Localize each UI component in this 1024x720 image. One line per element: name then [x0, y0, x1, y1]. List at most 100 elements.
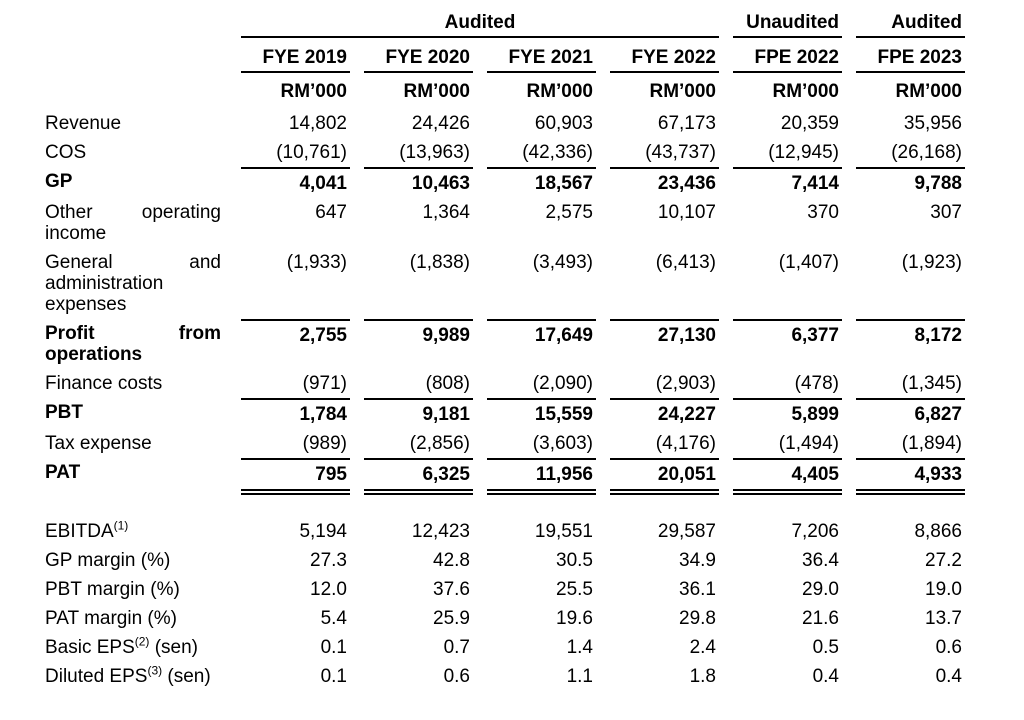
unit-label: RM’000: [526, 81, 593, 102]
unit-row: RM’000 RM’000 RM’000 RM’000 RM’000 RM’00…: [45, 73, 965, 109]
value-cell-fpe-2022: 20,359: [780, 113, 839, 134]
value-cell-fye-2019: 0.1: [320, 666, 347, 687]
row-label: Profit from operations: [45, 319, 227, 369]
column-header-fpe-2023: FPE 2023: [856, 38, 965, 73]
value-cell-fpe-2022: 29.0: [802, 579, 839, 600]
value-cell-fye-2019: 647: [315, 202, 347, 223]
row-label-text: EBITDA: [45, 521, 114, 542]
statement-row-profit-from-operations: Profit from operations 2,755 9,989 17,649 27…: [45, 319, 965, 369]
row-label: PAT margin (%): [45, 604, 227, 633]
value-cell-fpe-2023: 4,933: [856, 458, 965, 495]
value-cell-fpe-2023: 9,788: [856, 167, 965, 198]
value-cell-fpe-2022: 7,206: [791, 521, 839, 542]
value-cell-fye-2019: 5.4: [320, 608, 347, 629]
row-label: PBT: [45, 398, 227, 429]
row-label-text: Basic EPS: [45, 637, 135, 658]
value-cell-fye-2019: 1,784: [241, 398, 350, 429]
value-cell-fpe-2022: 6,377: [733, 319, 842, 369]
column-header-fpe-2022: FPE 2022: [733, 38, 842, 73]
value-cell-fye-2021: 19,551: [534, 521, 593, 542]
value-cell-fye-2022: 67,173: [657, 113, 716, 134]
value-cell-fye-2019: 795: [241, 458, 350, 495]
value-cell-fye-2019: (1,933): [286, 252, 347, 273]
value-cell-fye-2020: 24,426: [411, 113, 470, 134]
value-cell-fye-2022: (6,413): [655, 252, 716, 273]
value-cell-fpe-2023: 8,866: [914, 521, 962, 542]
value-cell-fpe-2023: 19.0: [925, 579, 962, 600]
audit-group-audited-fpe2023: Audited: [856, 12, 965, 38]
corner-cell: [45, 38, 227, 73]
value-cell-fye-2022: 1.8: [689, 666, 716, 687]
unit-label: RM’000: [649, 81, 716, 102]
row-label-text: Tax expense: [45, 433, 152, 454]
column-header-fye-2022: FYE 2022: [610, 38, 719, 73]
value-cell-fye-2020: (13,963): [399, 142, 470, 163]
value-cell-fpe-2023: 6,827: [856, 398, 965, 429]
value-cell-fpe-2023: 0.6: [935, 637, 962, 658]
row-label-text: PBT margin (%): [45, 579, 180, 600]
value-cell-fye-2021: 17,649: [487, 319, 596, 369]
value-cell-fye-2020: 0.6: [443, 666, 470, 687]
unit-label: RM’000: [895, 81, 962, 102]
footnote-ref: (3): [147, 663, 163, 678]
value-cell-fye-2020: 6,325: [364, 458, 473, 495]
value-cell-fpe-2023: (1,894): [901, 433, 962, 454]
metric-row-ebitda: EBITDA(1) 5,194 12,423 19,551 29,587 7,206 8,8…: [45, 517, 965, 546]
financial-statement-page: Audited Unaudited Audited FYE 2019 FYE 2…: [45, 12, 965, 691]
value-cell-fye-2021: (42,336): [522, 142, 593, 163]
value-cell-fye-2022: 24,227: [610, 398, 719, 429]
row-label-text: PAT margin (%): [45, 608, 177, 629]
metric-row-gp-margin: GP margin (%) 27.3 42.8 30.5 34.9 36.4 27.2: [45, 546, 965, 575]
value-cell-fye-2022: 34.9: [679, 550, 716, 571]
row-label-text: Diluted EPS: [45, 666, 148, 687]
unit-label: RM’000: [280, 81, 347, 102]
row-label-text: PBT: [45, 402, 83, 423]
value-cell-fpe-2022: (478): [794, 373, 839, 394]
value-cell-fye-2021: 2,575: [545, 202, 593, 223]
statement-row-other-operating-income: Other operating income 647 1,364 2,575 10,10…: [45, 198, 965, 248]
value-cell-fye-2019: (989): [302, 433, 347, 454]
row-label-text: GP: [45, 171, 73, 192]
value-cell-fye-2021: 11,956: [487, 458, 596, 495]
audit-group-audited-fye: Audited: [241, 12, 719, 38]
row-label: Basic EPS(2) (sen): [45, 633, 227, 662]
metric-row-diluted-eps: Diluted EPS(3) (sen) 0.1 0.6 1.1 1.8 0.4 0.4: [45, 662, 965, 691]
value-cell-fye-2020: 12,423: [411, 521, 470, 542]
value-cell-fpe-2022: (1,494): [778, 433, 839, 454]
value-cell-fye-2020: 9,181: [364, 398, 473, 429]
value-cell-fpe-2023: 8,172: [856, 319, 965, 369]
value-cell-fye-2019: 0.1: [320, 637, 347, 658]
statement-row-finance-costs: Finance costs (971) (808) (2,090) (2,903) (47…: [45, 369, 965, 398]
statement-row-tax-expense: Tax expense (989) (2,856) (3,603) (4,176) (1,…: [45, 429, 965, 458]
footnote-ref: (1): [113, 518, 129, 533]
value-cell-fye-2022: (4,176): [655, 433, 716, 454]
value-cell-fye-2021: 60,903: [534, 113, 593, 134]
value-cell-fye-2022: 2.4: [689, 637, 716, 658]
value-cell-fye-2020: 1,364: [422, 202, 470, 223]
value-cell-fye-2019: 12.0: [310, 579, 347, 600]
row-label-suffix: (sen): [149, 637, 199, 658]
section-spacer-cell: [45, 495, 965, 517]
section-spacer: [45, 495, 965, 517]
unit-label: RM’000: [403, 81, 470, 102]
row-label-suffix: (sen): [162, 666, 211, 687]
value-cell-fye-2019: 5,194: [299, 521, 347, 542]
row-label: GP: [45, 167, 227, 198]
footnote-ref: (2): [134, 634, 150, 649]
statement-row-pbt: PBT 1,784 9,181 15,559 24,227 5,899 6,827: [45, 398, 965, 429]
value-cell-fye-2019: (10,761): [276, 142, 347, 163]
value-cell-fpe-2023: 0.4: [935, 666, 962, 687]
value-cell-fpe-2023: (26,168): [891, 142, 962, 163]
value-cell-fye-2019: 4,041: [241, 167, 350, 198]
row-label: COS: [45, 138, 227, 167]
row-label: Tax expense: [45, 429, 227, 458]
corner-cell: [45, 73, 227, 109]
audit-status-row: Audited Unaudited Audited: [45, 12, 965, 38]
value-cell-fye-2021: (3,603): [532, 433, 593, 454]
value-cell-fye-2019: 14,802: [288, 113, 347, 134]
value-cell-fpe-2023: 35,956: [903, 113, 962, 134]
row-label: PBT margin (%): [45, 575, 227, 604]
value-cell-fpe-2023: 307: [930, 202, 962, 223]
value-cell-fye-2021: 30.5: [556, 550, 593, 571]
value-cell-fye-2022: 10,107: [657, 202, 716, 223]
